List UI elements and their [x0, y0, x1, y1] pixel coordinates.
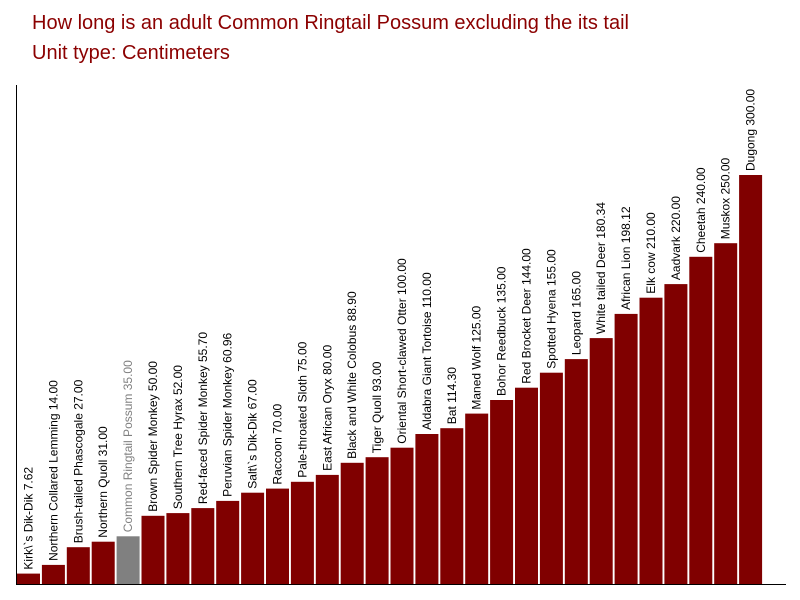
data-label-3: Northern Quoll 31.00 — [96, 426, 110, 538]
data-label-18: Maned Wolf 125.00 — [470, 305, 484, 409]
bar-26 — [664, 284, 688, 584]
chart-title: How long is an adult Common Ringtail Pos… — [32, 12, 629, 34]
data-label-14: Tiger Quoll 93.00 — [370, 361, 384, 453]
bar-19 — [490, 400, 514, 584]
bar-2 — [66, 547, 90, 584]
data-label-21: Spotted Hyena 155.00 — [544, 249, 558, 369]
data-label-25: Elk cow 210.00 — [644, 212, 658, 294]
bar-1 — [41, 564, 65, 584]
data-label-24: African Lion 198.12 — [619, 206, 633, 310]
bar-7 — [191, 508, 215, 584]
data-label-17: Bat 114.30 — [445, 367, 459, 424]
chart-subtitle: Unit type: Centimeters — [32, 42, 230, 64]
data-label-27: Cheetah 240.00 — [694, 167, 708, 253]
bar-13 — [340, 462, 364, 584]
bar-6 — [166, 513, 190, 584]
data-label-19: Bohor Reedbuck 135.00 — [495, 266, 509, 396]
data-label-16: Aldabra Giant Tortoise 110.00 — [420, 272, 434, 430]
data-label-29: Dugong 300.00 — [744, 89, 758, 171]
bar-11 — [290, 481, 314, 585]
data-label-15: Oriental Short-clawed Otter 100.00 — [395, 258, 409, 444]
bar-20 — [515, 387, 538, 584]
bar-27 — [689, 256, 713, 584]
data-label-5: Brown Spider Monkey 50.00 — [146, 361, 160, 512]
data-label-13: Black and White Colobus 88.90 — [345, 291, 359, 459]
bar-21 — [539, 372, 563, 584]
bar-22 — [564, 359, 588, 584]
data-label-10: Raccoon 70.00 — [271, 404, 285, 485]
data-label-8: Peruvian Spider Monkey 60.96 — [221, 332, 235, 496]
bar-0 — [17, 573, 40, 584]
bar-14 — [365, 457, 389, 584]
bar-9 — [241, 492, 265, 584]
data-label-20: Red Brocket Deer 144.00 — [520, 248, 534, 384]
bar-8 — [216, 500, 240, 584]
data-label-11: Pale-throated Sloth 75.00 — [295, 341, 309, 477]
data-label-22: Leopard 165.00 — [569, 271, 583, 355]
bar-24 — [614, 313, 638, 584]
bar-3 — [91, 541, 115, 584]
bar-18 — [465, 413, 489, 584]
bar-5 — [141, 515, 165, 584]
data-labels-group: Kirk\`s Dik-Dik 7.62 Northern Collared Le… — [22, 89, 758, 570]
data-label-28: Muskox 250.00 — [719, 157, 733, 239]
data-label-4: Common Ringtail Possum 35.00 — [121, 360, 135, 532]
bar-4 — [116, 536, 140, 584]
bar-28 — [714, 243, 738, 584]
bar-23 — [589, 338, 613, 584]
bar-12 — [315, 474, 339, 584]
bar-17 — [440, 428, 464, 584]
bars-group — [17, 175, 763, 585]
data-label-0: Kirk\`s Dik-Dik 7.62 — [22, 467, 36, 570]
data-label-7: Red-faced Spider Monkey 55.70 — [196, 332, 210, 504]
data-label-6: Southern Tree Hyrax 52.00 — [171, 365, 185, 509]
bar-10 — [266, 488, 289, 584]
bar-25 — [639, 297, 663, 584]
bar-15 — [390, 447, 414, 584]
data-label-26: Aadvark 220.00 — [669, 196, 683, 280]
bar-16 — [415, 434, 439, 584]
data-label-12: East African Oryx 80.00 — [320, 345, 334, 471]
bar-29 — [739, 175, 763, 584]
data-label-23: White tailed Deer 180.34 — [594, 202, 608, 334]
data-label-2: Brush-tailed Phascogale 27.00 — [71, 379, 85, 543]
data-label-1: Northern Collared Lemming 14.00 — [46, 380, 60, 561]
data-label-9: Salt\`s Dik-Dik 67.00 — [246, 379, 260, 489]
